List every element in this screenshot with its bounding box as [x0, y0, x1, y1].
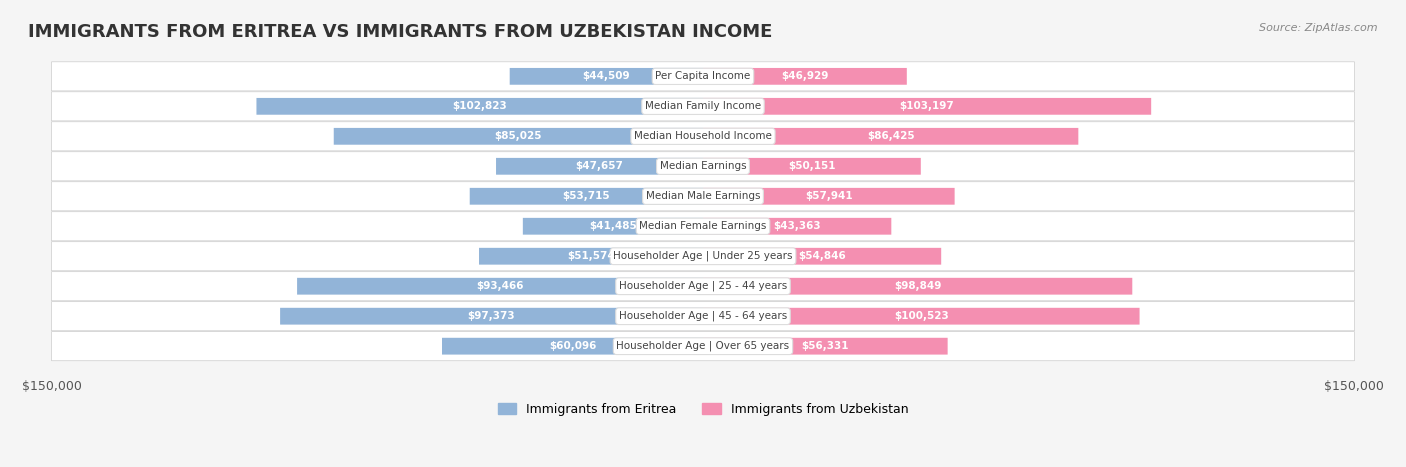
FancyBboxPatch shape: [703, 308, 1139, 325]
Text: $47,657: $47,657: [575, 161, 623, 171]
Text: $44,509: $44,509: [582, 71, 630, 81]
FancyBboxPatch shape: [52, 212, 1354, 241]
Text: $93,466: $93,466: [477, 281, 524, 291]
FancyBboxPatch shape: [479, 248, 703, 265]
FancyBboxPatch shape: [333, 128, 703, 145]
Text: Median Household Income: Median Household Income: [634, 131, 772, 142]
FancyBboxPatch shape: [280, 308, 703, 325]
FancyBboxPatch shape: [52, 62, 1354, 91]
Text: Householder Age | Under 25 years: Householder Age | Under 25 years: [613, 251, 793, 262]
Text: Median Family Income: Median Family Income: [645, 101, 761, 111]
FancyBboxPatch shape: [703, 338, 948, 354]
FancyBboxPatch shape: [523, 218, 703, 234]
Text: Median Male Earnings: Median Male Earnings: [645, 191, 761, 201]
Text: $54,846: $54,846: [799, 251, 846, 261]
FancyBboxPatch shape: [703, 248, 941, 265]
Text: $56,331: $56,331: [801, 341, 849, 351]
FancyBboxPatch shape: [703, 68, 907, 85]
FancyBboxPatch shape: [52, 332, 1354, 361]
Text: $53,715: $53,715: [562, 191, 610, 201]
FancyBboxPatch shape: [256, 98, 703, 115]
Text: $41,485: $41,485: [589, 221, 637, 231]
Text: $51,574: $51,574: [567, 251, 614, 261]
Text: Per Capita Income: Per Capita Income: [655, 71, 751, 81]
FancyBboxPatch shape: [703, 218, 891, 234]
Text: Median Female Earnings: Median Female Earnings: [640, 221, 766, 231]
Text: $85,025: $85,025: [495, 131, 543, 142]
Text: Householder Age | 45 - 64 years: Householder Age | 45 - 64 years: [619, 311, 787, 321]
Text: IMMIGRANTS FROM ERITREA VS IMMIGRANTS FROM UZBEKISTAN INCOME: IMMIGRANTS FROM ERITREA VS IMMIGRANTS FR…: [28, 23, 772, 42]
Text: $86,425: $86,425: [868, 131, 914, 142]
Legend: Immigrants from Eritrea, Immigrants from Uzbekistan: Immigrants from Eritrea, Immigrants from…: [492, 398, 914, 421]
FancyBboxPatch shape: [52, 242, 1354, 271]
FancyBboxPatch shape: [52, 182, 1354, 211]
FancyBboxPatch shape: [297, 278, 703, 295]
Text: Source: ZipAtlas.com: Source: ZipAtlas.com: [1260, 23, 1378, 33]
FancyBboxPatch shape: [703, 128, 1078, 145]
FancyBboxPatch shape: [441, 338, 703, 354]
Text: Median Earnings: Median Earnings: [659, 161, 747, 171]
Text: $100,523: $100,523: [894, 311, 949, 321]
Text: $98,849: $98,849: [894, 281, 942, 291]
FancyBboxPatch shape: [703, 278, 1132, 295]
Text: $60,096: $60,096: [548, 341, 596, 351]
FancyBboxPatch shape: [703, 188, 955, 205]
FancyBboxPatch shape: [703, 158, 921, 175]
Text: $46,929: $46,929: [782, 71, 828, 81]
FancyBboxPatch shape: [52, 272, 1354, 301]
Text: Householder Age | 25 - 44 years: Householder Age | 25 - 44 years: [619, 281, 787, 291]
FancyBboxPatch shape: [496, 158, 703, 175]
FancyBboxPatch shape: [52, 152, 1354, 181]
FancyBboxPatch shape: [703, 98, 1152, 115]
Text: $103,197: $103,197: [900, 101, 955, 111]
Text: $57,941: $57,941: [806, 191, 852, 201]
FancyBboxPatch shape: [510, 68, 703, 85]
Text: $102,823: $102,823: [453, 101, 508, 111]
FancyBboxPatch shape: [52, 302, 1354, 331]
Text: $43,363: $43,363: [773, 221, 821, 231]
Text: $50,151: $50,151: [789, 161, 835, 171]
Text: Householder Age | Over 65 years: Householder Age | Over 65 years: [616, 341, 790, 352]
FancyBboxPatch shape: [470, 188, 703, 205]
Text: $97,373: $97,373: [468, 311, 516, 321]
FancyBboxPatch shape: [52, 122, 1354, 151]
FancyBboxPatch shape: [52, 92, 1354, 121]
